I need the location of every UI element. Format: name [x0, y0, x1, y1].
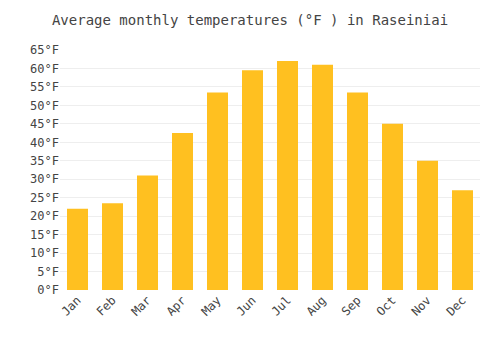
svg-text:25°F: 25°F [30, 191, 59, 205]
svg-text:May: May [199, 293, 224, 318]
svg-text:Jun: Jun [234, 293, 259, 318]
svg-text:Apr: Apr [164, 293, 189, 318]
svg-text:Dec: Dec [444, 293, 469, 318]
svg-text:65°F: 65°F [30, 43, 59, 57]
svg-text:Sep: Sep [339, 293, 364, 318]
svg-text:Oct: Oct [374, 293, 399, 318]
svg-text:Jan: Jan [59, 293, 84, 318]
svg-text:5°F: 5°F [37, 265, 59, 279]
svg-text:Mar: Mar [129, 293, 154, 318]
svg-text:Jul: Jul [269, 293, 294, 318]
svg-text:45°F: 45°F [30, 117, 59, 131]
svg-text:Aug: Aug [304, 293, 329, 318]
svg-text:35°F: 35°F [30, 154, 59, 168]
svg-text:Nov: Nov [409, 293, 434, 318]
svg-text:60°F: 60°F [30, 62, 59, 76]
svg-text:Average monthly temperatures (: Average monthly temperatures (°F ) in Ra… [52, 12, 448, 28]
svg-text:40°F: 40°F [30, 136, 59, 150]
svg-text:30°F: 30°F [30, 172, 59, 186]
svg-text:15°F: 15°F [30, 228, 59, 242]
svg-text:20°F: 20°F [30, 209, 59, 223]
svg-text:50°F: 50°F [30, 99, 59, 113]
svg-text:55°F: 55°F [30, 80, 59, 94]
svg-text:10°F: 10°F [30, 246, 59, 260]
svg-text:Feb: Feb [94, 293, 119, 318]
svg-text:0°F: 0°F [37, 283, 59, 297]
